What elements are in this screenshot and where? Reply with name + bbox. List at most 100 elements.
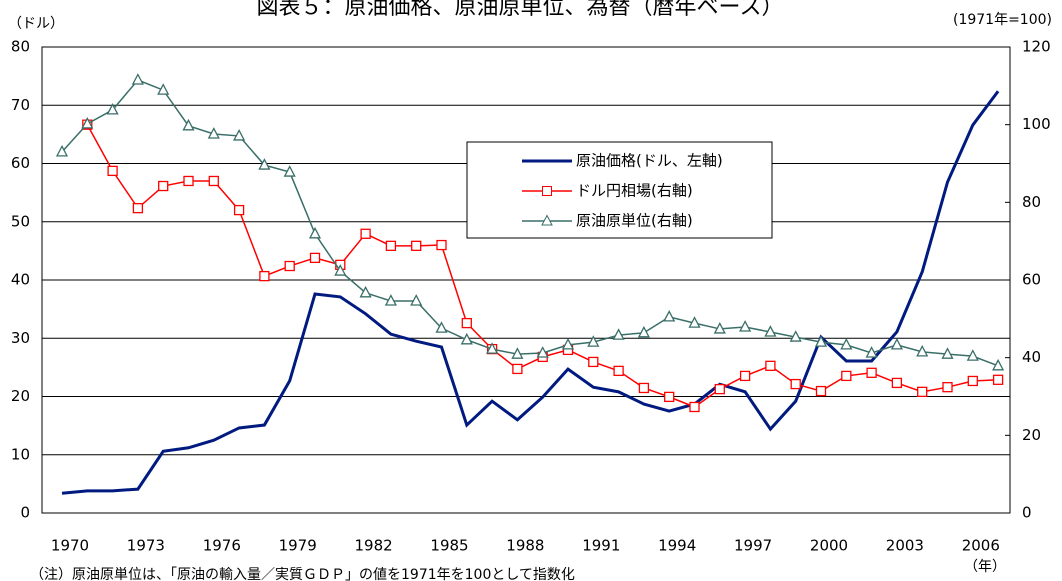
marker	[637, 325, 650, 338]
legend-label: ドル円相場(右軸)	[576, 182, 693, 200]
y-axis-label: （ドル）	[8, 16, 64, 32]
x-tick-label: 1970	[51, 537, 89, 555]
marker	[208, 175, 219, 187]
legend-label: 原油価格(ドル、左軸)	[576, 152, 723, 170]
marker	[765, 360, 776, 371]
x-tick-label: 1991	[582, 537, 620, 555]
legend-box	[466, 141, 773, 239]
marker	[435, 321, 448, 333]
y-tick-label: 80	[11, 38, 30, 56]
y2-tick-label: 20	[1022, 426, 1041, 444]
marker	[764, 325, 777, 337]
x-tick-label: 2006	[962, 537, 1000, 555]
marker	[334, 264, 347, 276]
marker	[233, 204, 245, 216]
marker	[385, 240, 397, 251]
x-tick-label: 1976	[203, 537, 241, 555]
marker	[789, 330, 802, 342]
marker	[587, 335, 600, 347]
marker	[158, 180, 169, 192]
marker	[561, 337, 575, 350]
x-tick-label: 1997	[734, 537, 772, 555]
marker	[283, 165, 296, 177]
marker	[942, 382, 953, 393]
marker	[384, 294, 397, 306]
legend-marker	[541, 214, 553, 226]
marker	[131, 73, 144, 85]
marker	[284, 260, 295, 272]
marker	[360, 228, 371, 239]
marker	[638, 382, 650, 394]
marker	[460, 332, 473, 345]
marker	[588, 356, 599, 368]
marker	[713, 322, 726, 334]
legend-label: 原油原単位(右軸)	[576, 212, 693, 230]
x-tick-label: 1994	[658, 537, 696, 555]
y-tick-label: 0	[20, 504, 30, 522]
marker	[309, 252, 321, 264]
marker	[739, 370, 751, 382]
y-tick-label: 70	[11, 96, 30, 114]
marker	[815, 385, 827, 397]
marker	[865, 346, 878, 358]
marker	[55, 144, 69, 157]
marker	[183, 175, 194, 187]
marker	[664, 391, 675, 403]
y-tick-label: 10	[11, 445, 30, 463]
y-tick-label: 40	[11, 271, 30, 289]
marker	[612, 328, 625, 340]
marker	[81, 116, 94, 129]
marker	[436, 239, 447, 251]
marker	[157, 83, 170, 95]
y-tick-label: 20	[11, 387, 30, 405]
marker	[739, 320, 752, 332]
marker	[841, 370, 852, 382]
x-tick-label: 1982	[355, 537, 393, 555]
marker	[916, 344, 929, 357]
marker	[663, 309, 676, 322]
marker	[891, 377, 903, 389]
x-tick-label: 1988	[506, 537, 544, 555]
y2-tick-label: 0	[1022, 504, 1032, 522]
marker	[992, 358, 1005, 371]
y2-tick-label: 80	[1022, 193, 1041, 211]
x-tick-label: 1973	[127, 537, 165, 555]
marker	[259, 270, 270, 282]
marker	[941, 347, 954, 359]
series-line	[61, 79, 999, 367]
marker	[182, 118, 195, 131]
marker	[536, 346, 549, 358]
marker	[308, 226, 322, 239]
marker	[966, 349, 979, 361]
marker	[967, 375, 978, 387]
marker	[790, 378, 801, 390]
marker	[359, 285, 372, 298]
marker	[107, 165, 118, 177]
x-tick-label: 2000	[810, 537, 848, 555]
marker	[689, 401, 700, 413]
marker	[917, 386, 928, 397]
y-tick-label: 60	[11, 154, 30, 172]
x-tick-label: 1985	[430, 537, 468, 555]
y2-tick-label: 100	[1022, 115, 1051, 133]
y-tick-label: 50	[11, 212, 30, 230]
x-axis-label: （年）	[964, 559, 1006, 575]
x-tick-label: 1979	[279, 537, 317, 555]
y2-axis-label: (1971年=100)	[953, 12, 1052, 28]
marker	[890, 337, 903, 350]
legend-marker	[542, 186, 552, 196]
x-tick-label: 2003	[886, 537, 924, 555]
marker	[992, 374, 1004, 385]
y2-tick-label: 120	[1022, 38, 1051, 56]
marker	[511, 347, 524, 359]
series-line	[61, 90, 1000, 495]
marker	[486, 342, 499, 354]
marker	[840, 337, 853, 350]
y-tick-label: 30	[11, 329, 30, 347]
y2-tick-label: 40	[1022, 348, 1041, 366]
chart-title: 図表５：原油価格、原油原単位、為替（暦年ベース）	[257, 0, 784, 20]
y2-tick-label: 60	[1022, 271, 1041, 289]
marker	[411, 240, 422, 251]
marker	[207, 127, 220, 139]
